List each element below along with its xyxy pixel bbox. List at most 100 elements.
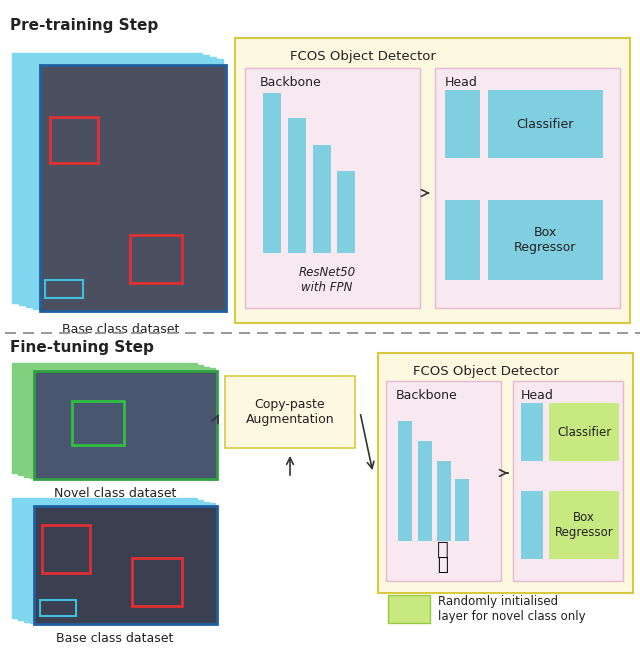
Bar — [513, 381, 623, 581]
Bar — [24, 367, 209, 476]
Bar — [383, 332, 394, 334]
Text: Classifier: Classifier — [557, 426, 611, 439]
Bar — [521, 491, 543, 559]
Text: Fine-tuning Step: Fine-tuning Step — [10, 340, 154, 355]
Text: Backbone: Backbone — [396, 389, 458, 402]
Bar — [263, 93, 281, 253]
Bar — [185, 332, 196, 334]
Bar — [19, 55, 209, 305]
Bar — [77, 332, 88, 334]
Bar — [635, 332, 640, 334]
Bar — [26, 57, 216, 307]
Bar — [388, 595, 430, 623]
Bar — [34, 506, 217, 624]
Bar — [23, 332, 34, 334]
Bar — [581, 332, 592, 334]
Bar — [400, 551, 487, 555]
Bar — [455, 332, 466, 334]
Bar — [95, 332, 106, 334]
Bar — [113, 332, 124, 334]
Bar — [488, 200, 603, 280]
Bar — [12, 363, 197, 473]
Bar — [50, 117, 98, 163]
Bar — [12, 498, 197, 618]
Bar — [563, 332, 574, 334]
Text: Randomly initialised
layer for novel class only: Randomly initialised layer for novel cla… — [438, 595, 586, 623]
Bar — [131, 332, 142, 334]
Bar — [313, 145, 331, 253]
Bar — [40, 600, 76, 616]
Bar — [527, 332, 538, 334]
Bar — [545, 332, 556, 334]
Bar — [30, 369, 215, 478]
Text: Copy-paste
Augmentation: Copy-paste Augmentation — [246, 398, 334, 426]
Bar — [491, 332, 502, 334]
Bar — [42, 525, 90, 573]
Bar — [149, 332, 160, 334]
Bar — [386, 381, 501, 581]
Bar — [225, 376, 355, 448]
Text: Box
Regressor: Box Regressor — [514, 226, 576, 254]
Text: 🔒: 🔒 — [438, 556, 449, 574]
Text: Head: Head — [521, 389, 554, 402]
Bar — [419, 332, 430, 334]
Bar — [235, 38, 630, 323]
Bar — [45, 280, 83, 298]
Bar — [365, 332, 376, 334]
Bar — [34, 371, 217, 479]
Text: ResNet50
with FPN: ResNet50 with FPN — [298, 266, 356, 294]
Bar — [72, 401, 124, 445]
Bar — [488, 90, 603, 158]
Bar — [445, 90, 480, 158]
Text: FCOS Object Detector: FCOS Object Detector — [290, 50, 436, 63]
Bar — [329, 332, 340, 334]
Bar — [275, 332, 286, 334]
Bar — [473, 332, 484, 334]
Bar — [398, 421, 412, 541]
Text: Pre-training Step: Pre-training Step — [10, 18, 158, 33]
Bar — [347, 332, 358, 334]
Bar — [130, 235, 182, 283]
Bar — [521, 403, 543, 461]
Text: Classifier: Classifier — [516, 117, 573, 130]
Bar — [132, 558, 182, 606]
Bar — [509, 332, 520, 334]
Bar — [167, 332, 178, 334]
Bar — [239, 332, 250, 334]
Bar — [549, 491, 619, 559]
Text: FCOS Object Detector: FCOS Object Detector — [413, 365, 559, 378]
Bar — [455, 479, 469, 541]
Bar — [59, 332, 70, 334]
Bar — [445, 200, 480, 280]
Bar — [549, 403, 619, 461]
Bar — [41, 332, 52, 334]
Bar — [401, 332, 412, 334]
Text: Head: Head — [445, 76, 478, 89]
Bar — [257, 332, 268, 334]
Bar — [30, 503, 215, 623]
Bar — [288, 118, 306, 253]
Bar — [599, 332, 610, 334]
Bar — [617, 332, 628, 334]
Text: Box
Regressor: Box Regressor — [555, 511, 613, 539]
Text: ⌣: ⌣ — [437, 540, 449, 559]
Text: Backbone: Backbone — [260, 76, 322, 89]
Bar — [378, 353, 633, 593]
Bar — [293, 332, 304, 334]
Text: Novel class dataset: Novel class dataset — [54, 487, 176, 500]
Bar — [18, 500, 203, 619]
Bar — [203, 332, 214, 334]
Bar — [311, 332, 322, 334]
Bar — [337, 171, 355, 253]
Bar — [18, 365, 203, 475]
Bar — [5, 332, 16, 334]
Bar — [245, 68, 420, 308]
Bar — [435, 68, 620, 308]
Bar — [12, 53, 202, 303]
Bar — [40, 65, 226, 311]
Bar — [437, 461, 451, 541]
Text: Base class dataset: Base class dataset — [56, 632, 173, 645]
Bar — [418, 441, 432, 541]
Bar — [437, 332, 448, 334]
Bar — [221, 332, 232, 334]
